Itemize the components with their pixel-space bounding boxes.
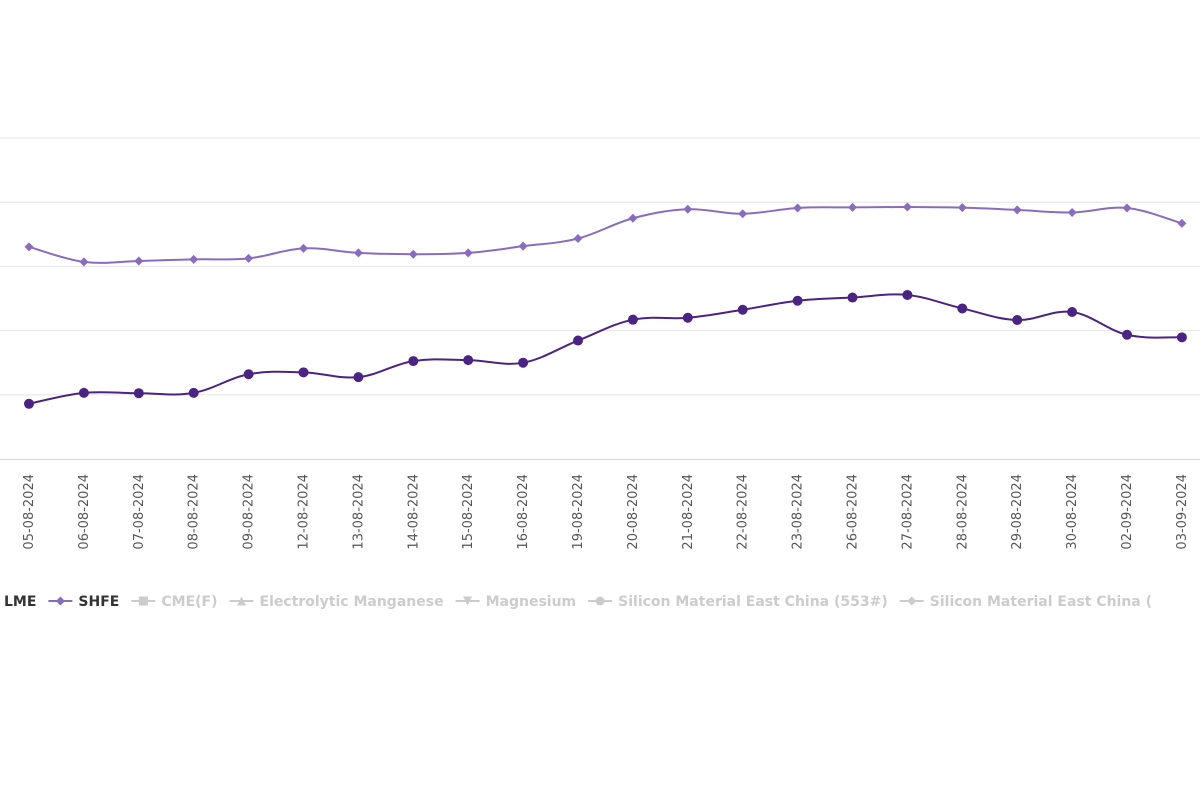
legend-label: SHFE [78, 594, 119, 610]
legend-item-silicon-material-east-china[interactable]: Silicon Material East China ( [899, 594, 1152, 610]
x-tick-label: 16-08-2024 [516, 474, 531, 550]
data-point-lme [133, 388, 144, 399]
legend-marker [595, 596, 605, 606]
legend-marker [237, 596, 246, 606]
data-point-lme [792, 295, 803, 306]
data-point-lme [1067, 306, 1078, 317]
x-tick-label: 09-08-2024 [242, 474, 257, 550]
x-tick-label: 21-08-2024 [681, 474, 696, 550]
x-tick-label: 30-08-2024 [1065, 474, 1080, 550]
series-lme [24, 289, 1187, 409]
data-point-lme [1012, 315, 1023, 326]
legend-item-electrolytic-manganese[interactable]: Electrolytic Manganese [229, 594, 444, 610]
legend-item-silicon-material-east-china-553[interactable]: Silicon Material East China (553#) [588, 594, 888, 610]
data-point-shfe [683, 204, 693, 214]
x-tick-label: 26-08-2024 [846, 474, 861, 550]
data-point-lme [902, 289, 913, 300]
x-tick-label: 02-09-2024 [1120, 474, 1135, 550]
data-point-lme [188, 387, 199, 398]
legend-marker [907, 596, 917, 606]
data-point-shfe [902, 202, 912, 212]
data-point-lme [627, 314, 638, 325]
x-tick-label: 27-08-2024 [900, 474, 915, 550]
x-tick-label: 08-08-2024 [187, 474, 202, 550]
x-tick-label: 03-09-2024 [1175, 474, 1190, 550]
legend-label: Silicon Material East China ( [930, 594, 1152, 610]
x-tick-label: 29-08-2024 [1010, 474, 1025, 550]
data-point-shfe [1177, 218, 1187, 228]
legend-item-lme[interactable]: LME [4, 594, 36, 610]
data-point-shfe [793, 203, 803, 213]
legend-label: CME(F) [161, 594, 217, 610]
legend-label: Silicon Material East China (553#) [618, 594, 888, 610]
data-point-shfe [463, 248, 473, 258]
data-point-shfe [244, 253, 254, 263]
legend-marker [138, 596, 148, 606]
data-point-shfe [79, 257, 89, 267]
data-point-shfe [848, 202, 857, 212]
data-point-shfe [628, 213, 638, 223]
legend-item-magnesium[interactable]: Magnesium [455, 594, 577, 610]
data-point-shfe [408, 249, 418, 259]
x-tick-label: 28-08-2024 [955, 474, 970, 550]
x-tick-label: 23-08-2024 [791, 474, 806, 550]
data-point-shfe [957, 203, 967, 213]
series-shfe [24, 202, 1187, 267]
data-point-shfe [518, 241, 528, 251]
legend-label: LME [4, 594, 36, 610]
x-tick-label: 19-08-2024 [571, 474, 586, 550]
legend-marker [463, 596, 473, 606]
legend-item-shfe[interactable]: SHFE [48, 594, 119, 610]
data-point-lme [24, 398, 34, 409]
grid-lines [0, 137, 1200, 460]
data-point-lme [78, 387, 89, 398]
data-point-shfe [1122, 203, 1132, 213]
data-point-lme [847, 292, 858, 303]
data-point-lme [737, 304, 748, 315]
data-point-lme [298, 367, 309, 378]
data-point-lme [463, 355, 474, 366]
data-point-shfe [1012, 205, 1022, 215]
x-tick-label: 07-08-2024 [132, 474, 147, 550]
data-point-shfe [1067, 207, 1077, 217]
x-tick-label: 20-08-2024 [626, 474, 641, 550]
data-point-lme [1122, 329, 1132, 340]
data-point-lme [1176, 332, 1187, 343]
legend-label: Electrolytic Manganese [260, 594, 444, 610]
data-point-shfe [189, 254, 199, 264]
x-tick-label: 06-08-2024 [77, 474, 92, 550]
data-point-shfe [24, 242, 34, 252]
x-axis-labels: 05-08-2024 06-08-2024 07-08-2024 08-08-2024… [22, 474, 1190, 550]
legend-item-cme-f[interactable]: CME(F) [131, 594, 218, 610]
x-tick-label: 12-08-2024 [297, 474, 312, 550]
data-point-lme [518, 357, 529, 368]
data-point-shfe [134, 256, 144, 266]
series-group [24, 202, 1187, 409]
x-tick-label: 14-08-2024 [406, 474, 421, 550]
x-tick-label: 22-08-2024 [736, 474, 751, 550]
series-line-shfe [28, 206, 1183, 264]
data-point-shfe [738, 209, 748, 219]
legend-label: Magnesium [486, 594, 577, 610]
data-point-lme [353, 372, 364, 383]
x-tick-label: 15-08-2024 [461, 474, 476, 550]
x-tick-label: 05-08-2024 [22, 474, 37, 550]
data-point-shfe [573, 233, 583, 243]
data-point-lme [957, 303, 968, 314]
data-point-lme [682, 312, 693, 323]
data-point-lme [573, 335, 583, 346]
series-line-lme [28, 293, 1182, 405]
data-point-lme [243, 369, 254, 380]
data-point-shfe [353, 248, 363, 258]
data-point-lme [408, 356, 419, 367]
legend: LME SHFE CME(F) Electrolytic Manganese Magne… [4, 594, 1152, 610]
legend-marker [55, 596, 65, 606]
x-tick-label: 13-08-2024 [351, 474, 366, 550]
data-point-shfe [299, 243, 308, 253]
